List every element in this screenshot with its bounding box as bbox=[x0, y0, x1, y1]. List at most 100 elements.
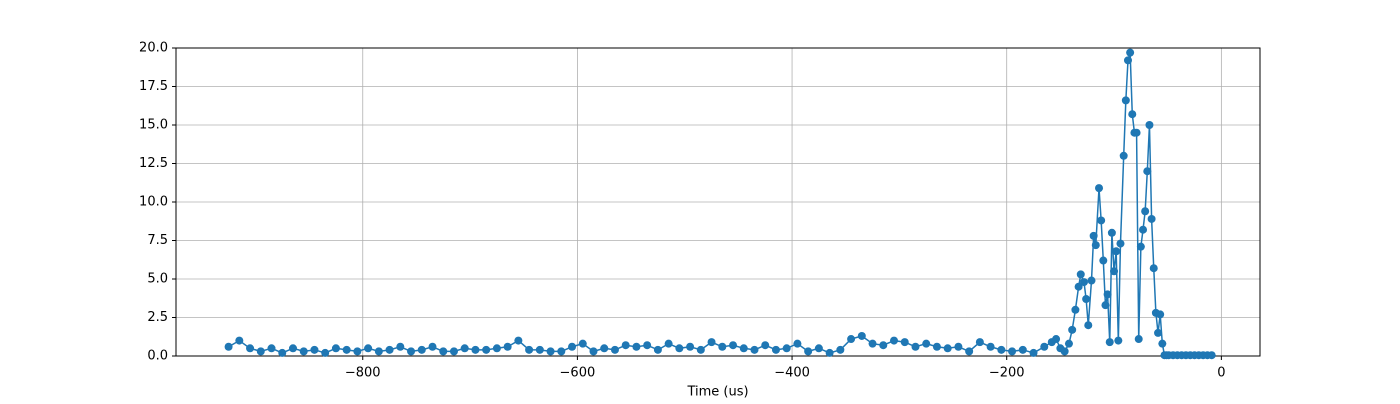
data-point bbox=[256, 347, 265, 356]
data-point bbox=[1134, 335, 1143, 344]
data-point bbox=[1071, 305, 1080, 314]
data-point bbox=[1116, 239, 1125, 248]
data-point bbox=[1143, 167, 1152, 176]
data-point bbox=[331, 344, 340, 353]
data-point bbox=[1087, 276, 1096, 285]
data-point bbox=[804, 347, 813, 356]
x-tick-label: −400 bbox=[774, 366, 810, 381]
data-point bbox=[578, 339, 587, 348]
data-point bbox=[374, 347, 383, 356]
data-line bbox=[228, 52, 1212, 356]
data-point bbox=[439, 347, 448, 356]
x-tick-label: −600 bbox=[560, 366, 596, 381]
data-point bbox=[986, 342, 995, 351]
data-point bbox=[417, 345, 426, 354]
x-tick-label: 0 bbox=[1217, 366, 1225, 381]
data-point bbox=[1110, 267, 1119, 276]
data-point bbox=[1114, 336, 1123, 345]
data-point bbox=[750, 345, 759, 354]
data-point bbox=[632, 342, 641, 351]
y-tick-label: 5.0 bbox=[147, 272, 168, 287]
data-point bbox=[1068, 325, 1077, 334]
data-point bbox=[1029, 348, 1038, 357]
data-point bbox=[546, 347, 555, 356]
data-point bbox=[1139, 225, 1148, 234]
x-tick-label: −200 bbox=[989, 366, 1025, 381]
data-point bbox=[1128, 110, 1137, 119]
data-point bbox=[396, 342, 405, 351]
data-point bbox=[1105, 338, 1114, 347]
data-point bbox=[1018, 345, 1027, 354]
data-point bbox=[568, 342, 577, 351]
data-point bbox=[1082, 295, 1091, 304]
data-point bbox=[1091, 241, 1100, 250]
data-point bbox=[729, 341, 738, 350]
x-tick-label: −800 bbox=[345, 366, 381, 381]
y-tick-label: 7.5 bbox=[147, 233, 168, 248]
data-point bbox=[825, 348, 834, 357]
data-point bbox=[1079, 278, 1088, 287]
data-point bbox=[1040, 342, 1049, 351]
data-point bbox=[1076, 270, 1085, 279]
data-point bbox=[1141, 207, 1150, 216]
data-point bbox=[525, 345, 534, 354]
data-point bbox=[718, 342, 727, 351]
data-point bbox=[1123, 56, 1132, 65]
data-point bbox=[1064, 339, 1073, 348]
y-tick-label: 17.5 bbox=[139, 79, 168, 94]
data-point bbox=[1158, 339, 1167, 348]
data-point bbox=[997, 345, 1006, 354]
data-point bbox=[836, 345, 845, 354]
data-point bbox=[1145, 121, 1154, 129]
data-point bbox=[299, 347, 308, 356]
data-point bbox=[514, 336, 523, 345]
data-point bbox=[1121, 96, 1130, 105]
data-point bbox=[1107, 228, 1116, 237]
data-point bbox=[428, 342, 437, 351]
data-point bbox=[911, 342, 920, 351]
data-point bbox=[1126, 48, 1135, 57]
data-point bbox=[535, 345, 544, 354]
data-point bbox=[1095, 184, 1104, 193]
data-point bbox=[1089, 231, 1098, 240]
data-point bbox=[1074, 282, 1083, 291]
data-point bbox=[1008, 347, 1017, 356]
data-point bbox=[1099, 256, 1108, 265]
data-point bbox=[610, 345, 619, 354]
data-point bbox=[975, 338, 984, 347]
x-axis-label: Time (us) bbox=[686, 385, 748, 400]
plot-frame bbox=[175, 47, 1261, 357]
data-point bbox=[1154, 328, 1163, 337]
data-point bbox=[857, 331, 866, 340]
y-tick-label: 12.5 bbox=[139, 156, 168, 171]
data-point bbox=[342, 345, 351, 354]
data-point bbox=[868, 339, 877, 348]
data-point bbox=[739, 344, 748, 353]
data-point bbox=[761, 341, 770, 350]
data-point bbox=[600, 344, 609, 353]
data-point bbox=[922, 339, 931, 348]
data-point bbox=[1119, 151, 1128, 160]
data-point bbox=[1084, 321, 1093, 330]
data-point bbox=[482, 345, 491, 354]
data-point bbox=[503, 342, 512, 351]
data-point bbox=[1136, 242, 1145, 251]
data-point bbox=[814, 344, 823, 353]
data-point bbox=[943, 344, 952, 353]
data-point bbox=[449, 347, 458, 356]
data-point bbox=[771, 345, 780, 354]
data-point bbox=[1112, 247, 1121, 256]
data-point bbox=[1060, 347, 1069, 356]
data-point bbox=[900, 338, 909, 347]
data-point bbox=[353, 347, 362, 356]
y-tick-label: 2.5 bbox=[147, 310, 168, 325]
data-point bbox=[224, 342, 233, 351]
data-point bbox=[932, 342, 941, 351]
data-point bbox=[686, 342, 695, 351]
data-point bbox=[278, 348, 287, 357]
data-point bbox=[782, 344, 791, 353]
data-point bbox=[675, 344, 684, 353]
data-point bbox=[879, 341, 888, 350]
y-tick-label: 0.0 bbox=[147, 349, 168, 364]
